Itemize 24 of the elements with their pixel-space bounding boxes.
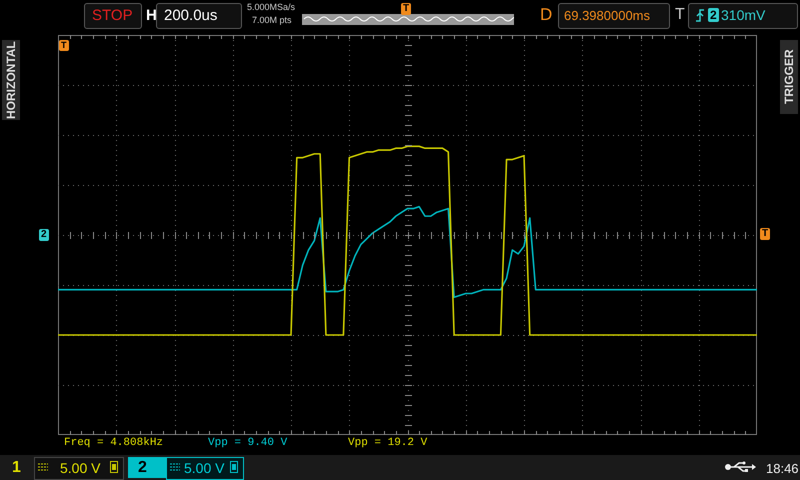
text: 7.00M pts	[252, 15, 292, 25]
text: 5.00 V	[184, 460, 224, 476]
text: H	[146, 7, 157, 24]
text: Vpp = 9.40 V	[208, 437, 288, 449]
text: T	[59, 40, 68, 51]
text: 5.00 V	[60, 460, 100, 476]
text: 2	[138, 459, 147, 476]
text: 1	[12, 459, 21, 476]
text: 18:46	[766, 461, 799, 476]
text: HORIZONTAL	[2, 40, 20, 120]
text: 5.000MSa/s	[247, 2, 296, 12]
text: D	[540, 5, 552, 24]
text: T	[675, 6, 685, 23]
text: 69.3980000ms	[564, 8, 650, 23]
text: Freq = 4.808kHz	[64, 437, 164, 449]
text: STOP	[92, 7, 133, 24]
text: T	[760, 228, 770, 240]
text: 2	[39, 229, 49, 241]
text: 310mV	[721, 7, 766, 23]
text: 200.0us	[164, 7, 218, 24]
text: 2	[708, 8, 719, 22]
text: T	[401, 3, 412, 15]
text: Vpp = 19.2 V	[348, 437, 428, 449]
text: TRIGGER	[780, 40, 798, 114]
